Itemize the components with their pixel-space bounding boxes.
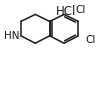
Text: HN: HN <box>4 31 19 41</box>
Text: HCl: HCl <box>55 5 76 18</box>
Text: Cl: Cl <box>85 35 95 45</box>
Text: Cl: Cl <box>75 5 86 15</box>
